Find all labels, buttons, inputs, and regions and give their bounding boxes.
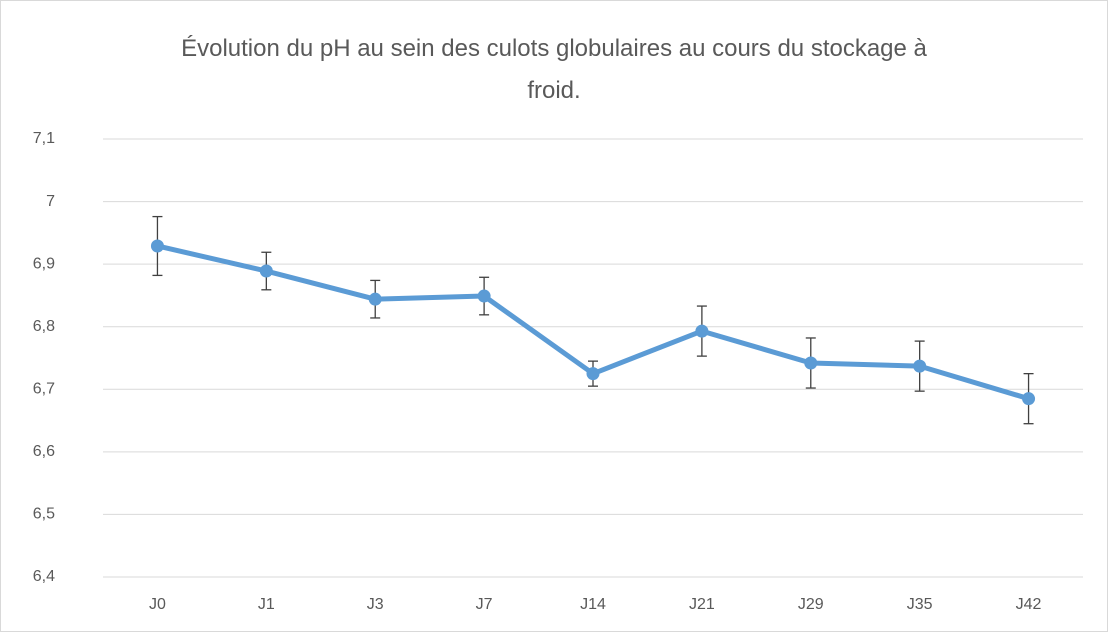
chart-title: Évolution du pH au sein des culots globu… [181,35,927,104]
y-tick-label: 6,8 [33,318,55,335]
y-tick-label: 6,5 [33,506,55,523]
data-point [150,239,164,253]
y-tick-label: 7,1 [33,130,55,147]
x-tick-label: J35 [907,596,933,613]
x-tick-label: J3 [367,596,384,613]
data-point [586,367,600,381]
y-tick-label: 6,6 [33,443,55,460]
data-point [477,289,491,303]
x-tick-label: J42 [1016,596,1042,613]
data-point [368,292,382,306]
x-tick-label: J29 [798,596,824,613]
y-tick-label: 6,9 [33,255,55,272]
data-point [1022,392,1036,406]
x-tick-label: J14 [580,596,606,613]
y-tick-label: 6,7 [33,381,55,398]
data-point [804,356,818,370]
y-tick-label: 6,4 [33,568,55,585]
data-point [913,359,927,373]
data-point [695,324,709,338]
x-tick-label: J1 [258,596,275,613]
data-point [259,264,273,278]
x-tick-label: J0 [149,596,166,613]
x-tick-label: J21 [689,596,715,613]
x-tick-label: J7 [476,596,493,613]
y-tick-label: 7 [46,193,55,210]
